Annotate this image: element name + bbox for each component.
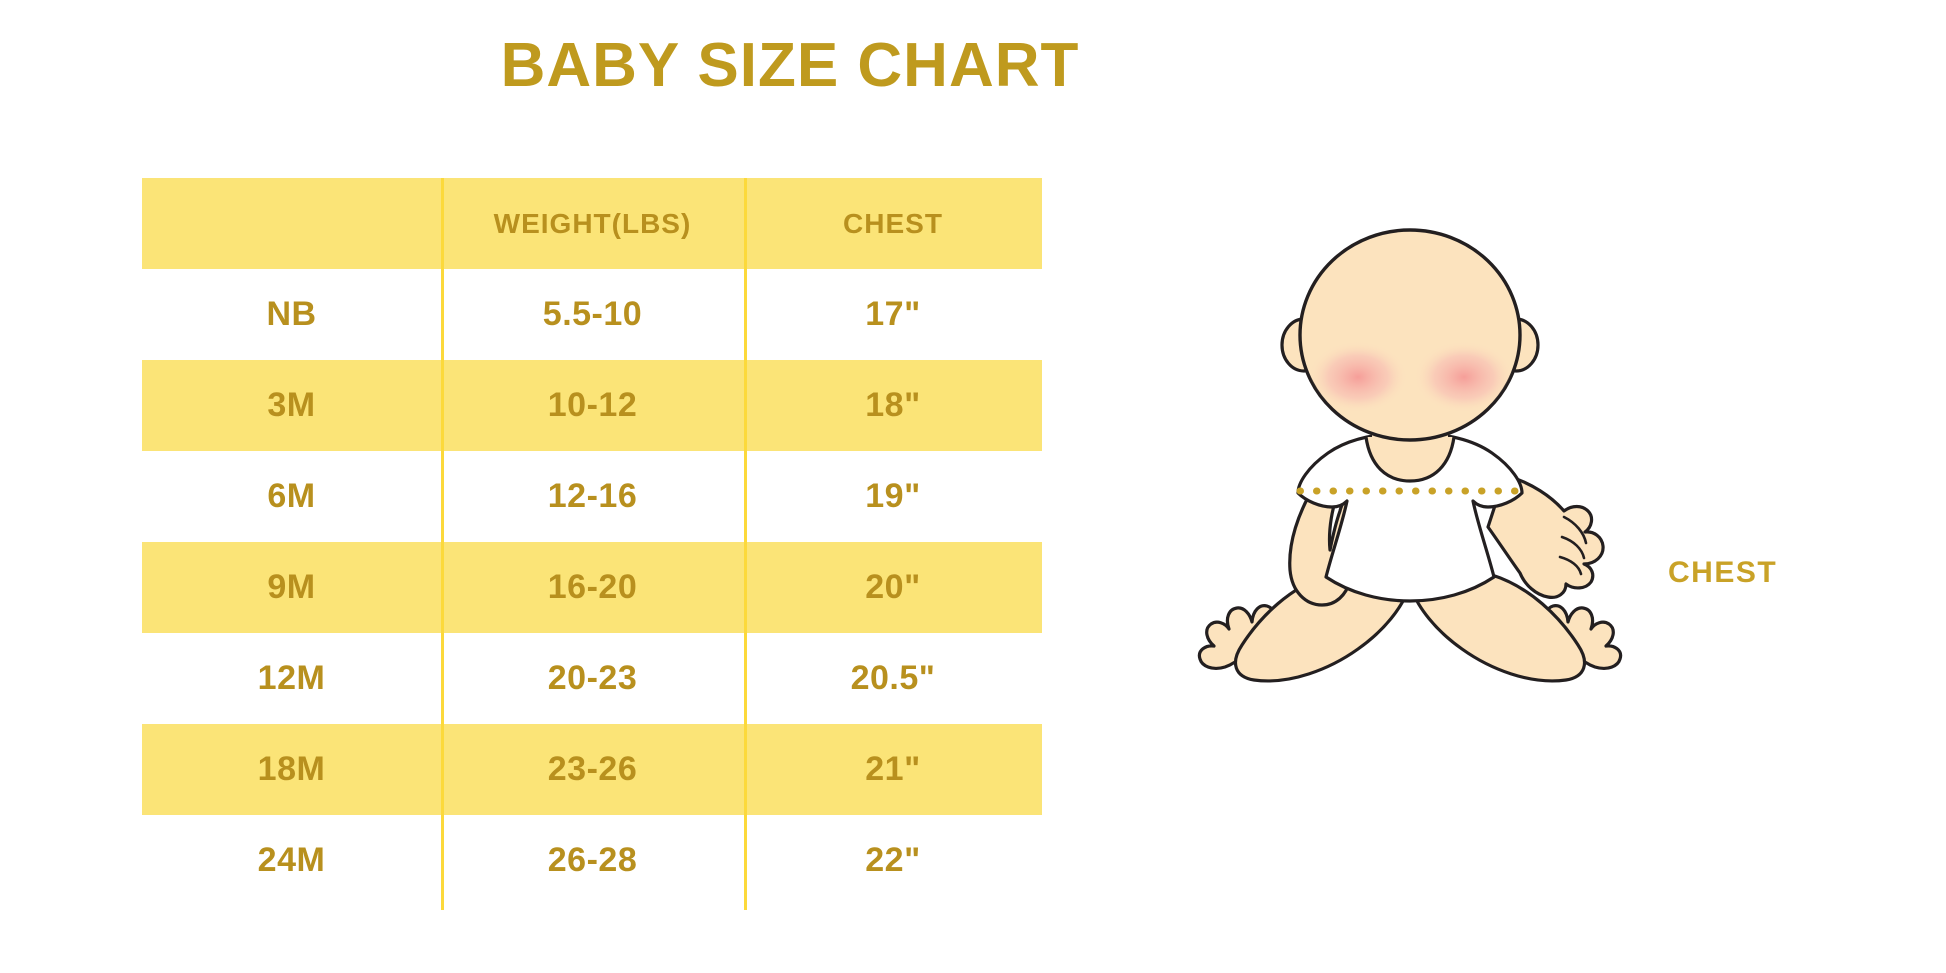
cell-chest: 22" bbox=[865, 841, 921, 879]
cell-weight: 10-12 bbox=[547, 386, 638, 424]
table-header-row: WEIGHT(LBS) CHEST bbox=[142, 178, 1042, 269]
baby-illustration bbox=[1180, 225, 1640, 695]
cell-chest: 18" bbox=[865, 386, 921, 424]
table-row: 24M 26-28 22" bbox=[142, 815, 1042, 906]
cell-size: 6M bbox=[267, 477, 316, 515]
cell-chest: 20" bbox=[865, 568, 921, 606]
table-row: 6M 12-16 19" bbox=[142, 451, 1042, 542]
cell-size: 3M bbox=[267, 386, 316, 424]
baby-right-arm bbox=[1486, 473, 1605, 599]
header-cell-weight: WEIGHT(LBS) bbox=[493, 207, 692, 239]
baby-head bbox=[1298, 228, 1522, 442]
cell-chest: 19" bbox=[865, 477, 921, 515]
cell-weight: 23-26 bbox=[547, 750, 638, 788]
cell-chest: 17" bbox=[865, 295, 921, 333]
table-row: NB 5.5-10 17" bbox=[142, 269, 1042, 360]
column-divider-2 bbox=[744, 178, 747, 910]
cell-weight: 12-16 bbox=[547, 477, 638, 515]
cell-size: 18M bbox=[257, 750, 326, 788]
table-row: 12M 20-23 20.5" bbox=[142, 633, 1042, 724]
table-row: 18M 23-26 21" bbox=[142, 724, 1042, 815]
column-divider-1 bbox=[441, 178, 444, 910]
chest-label: CHEST bbox=[1668, 556, 1778, 589]
header-cell-chest: CHEST bbox=[843, 207, 943, 239]
cell-weight: 16-20 bbox=[547, 568, 638, 606]
cell-size: 12M bbox=[257, 659, 326, 697]
table-row: 9M 16-20 20" bbox=[142, 542, 1042, 633]
cell-chest: 20.5" bbox=[850, 659, 936, 697]
page-title: BABY SIZE CHART bbox=[500, 31, 1080, 100]
cell-size: 24M bbox=[257, 841, 326, 879]
cell-chest: 21" bbox=[865, 750, 921, 788]
cell-weight: 26-28 bbox=[547, 841, 638, 879]
cell-size: 9M bbox=[267, 568, 316, 606]
cell-size: NB bbox=[266, 295, 317, 333]
cell-weight: 20-23 bbox=[547, 659, 638, 697]
cell-weight: 5.5-10 bbox=[542, 295, 643, 333]
table-row: 3M 10-12 18" bbox=[142, 360, 1042, 451]
size-table: WEIGHT(LBS) CHEST NB 5.5-10 17" 3M 10-12… bbox=[142, 178, 1042, 906]
page-title-container: BABY SIZE CHART bbox=[0, 30, 1580, 102]
